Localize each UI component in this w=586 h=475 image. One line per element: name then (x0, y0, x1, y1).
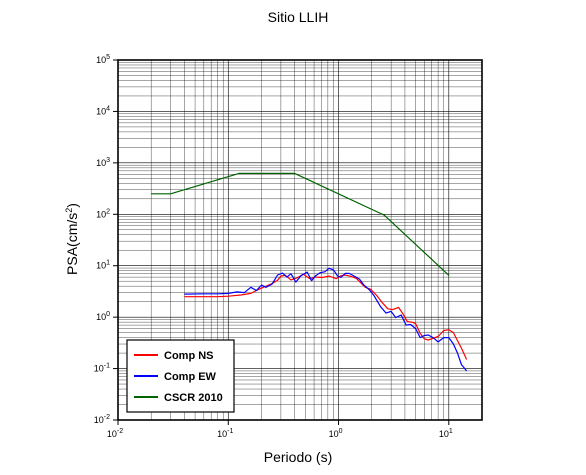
x-tick-labels: 10-2 10-1 100 101 (107, 420, 453, 439)
y-tick-label: 102 (96, 208, 110, 219)
x-tick-label: 100 (329, 428, 343, 439)
y-tick-label: 103 (96, 157, 110, 168)
y-tick-label: 104 (96, 105, 110, 116)
y-tick-label: 10-2 (94, 414, 110, 425)
y-tick-label: 101 (96, 260, 110, 271)
x-axis-label: Periodo (s) (264, 449, 332, 465)
series-line-comp-ns (184, 273, 468, 360)
series-lines (151, 172, 468, 372)
x-tick-label: 10-1 (217, 428, 233, 439)
y-axis-label-close: ) (64, 203, 80, 208)
y-tick-label: 10-1 (94, 363, 110, 374)
legend: Comp NS Comp EW CSCR 2010 (126, 339, 235, 413)
series-line-cscr-2010 (151, 172, 450, 276)
x-tick-label: 10-2 (107, 428, 123, 439)
plot-frame (117, 59, 483, 421)
y-axis-label-base: PSA(cm/s (64, 213, 80, 275)
grid (117, 59, 483, 421)
y-tick-labels: 10-2 10-1 100 101 102 103 104 105 (94, 54, 118, 425)
y-axis-label: PSA(cm/s2) (64, 203, 80, 275)
series-line-comp-ew (184, 267, 468, 372)
chart-title: Sitio LLIH (268, 9, 329, 25)
legend-label-comp-ew: Comp EW (164, 371, 217, 383)
y-tick-label: 100 (96, 311, 110, 322)
y-tick-label: 105 (96, 54, 110, 65)
x-tick-label: 101 (439, 428, 453, 439)
legend-label-cscr-2010: CSCR 2010 (164, 392, 223, 404)
legend-label-comp-ns: Comp NS (164, 350, 214, 362)
y-axis-label-exponent: 2 (64, 208, 74, 213)
